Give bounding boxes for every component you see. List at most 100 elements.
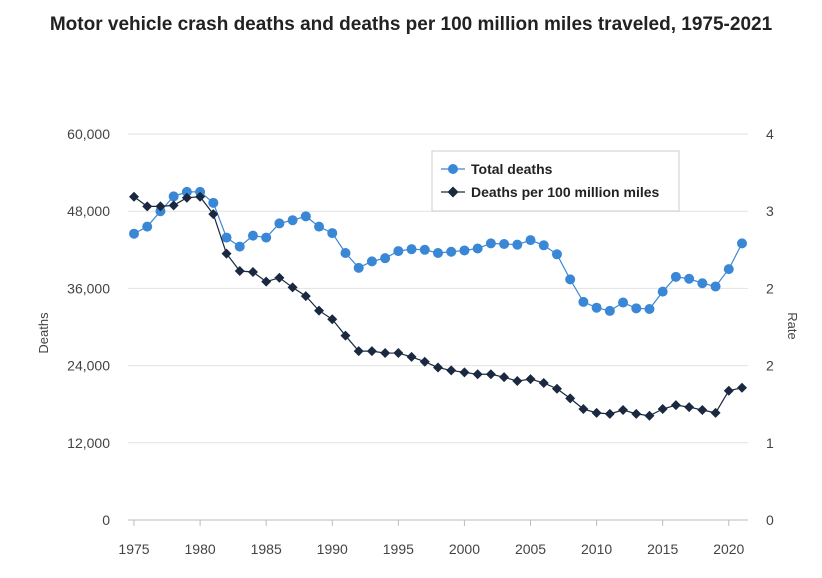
data-point <box>406 351 417 362</box>
legend: Total deaths Deaths per 100 million mile… <box>431 150 680 212</box>
data-point <box>208 209 219 220</box>
data-point <box>168 200 179 211</box>
legend-label-rate: Deaths per 100 million miles <box>471 184 660 200</box>
legend-marker-total <box>448 164 458 174</box>
data-point <box>657 404 668 415</box>
data-point <box>459 245 470 256</box>
x-tick-label: 2015 <box>647 541 678 557</box>
data-point <box>327 228 338 239</box>
series-deaths-per-100m <box>129 191 747 421</box>
data-point <box>419 244 430 255</box>
legend-label-total: Total deaths <box>471 161 553 177</box>
data-point <box>446 246 457 257</box>
data-point <box>670 400 681 411</box>
data-point <box>604 408 615 419</box>
data-point <box>221 232 232 243</box>
data-point <box>446 365 457 376</box>
y-tick-label: 12,000 <box>67 435 110 451</box>
data-point <box>499 239 510 250</box>
data-point <box>644 303 655 314</box>
data-point <box>644 410 655 421</box>
data-point <box>393 246 404 257</box>
data-point <box>168 191 179 202</box>
x-tick-label: 1980 <box>185 541 216 557</box>
data-point <box>142 221 153 232</box>
data-point <box>353 346 364 357</box>
data-point <box>340 248 351 259</box>
data-point <box>353 262 364 273</box>
y-tick-label: 24,000 <box>67 358 110 374</box>
data-point <box>485 369 496 380</box>
data-point <box>221 248 232 259</box>
data-point <box>406 244 417 255</box>
data-point <box>697 278 708 289</box>
data-point <box>670 271 681 282</box>
data-point <box>419 356 430 367</box>
data-point <box>723 264 734 275</box>
y2-tick-label: 2 <box>766 280 774 296</box>
data-point <box>591 302 602 313</box>
data-point <box>525 235 536 246</box>
y-tick-label: 48,000 <box>67 203 110 219</box>
data-point <box>631 408 642 419</box>
data-point <box>512 376 523 387</box>
y-tick-label: 36,000 <box>67 280 110 296</box>
y-axis-ticks: 0 12,000 24,000 36,000 48,000 60,000 <box>67 126 110 528</box>
data-point <box>366 256 377 267</box>
data-point <box>433 362 443 373</box>
data-point <box>485 238 496 249</box>
data-point <box>618 297 629 308</box>
data-point <box>380 348 391 359</box>
y2-axis-ticks: 0 1 2 2 3 4 <box>766 126 774 528</box>
y2-tick-label: 4 <box>766 126 774 142</box>
y2-axis-label: Rate <box>785 312 800 339</box>
data-point <box>393 348 404 359</box>
data-point <box>551 383 562 394</box>
data-point <box>710 281 721 292</box>
data-point <box>472 243 483 254</box>
data-point <box>565 393 576 404</box>
y-tick-label: 60,000 <box>67 126 110 142</box>
y2-tick-label: 1 <box>766 435 774 451</box>
data-point <box>591 407 602 418</box>
data-point <box>314 221 325 232</box>
data-point <box>578 296 589 307</box>
data-point <box>525 374 536 385</box>
data-point <box>380 253 391 264</box>
data-point <box>538 377 549 388</box>
x-tick-label: 1990 <box>317 541 348 557</box>
data-point <box>366 346 377 357</box>
data-point <box>631 303 642 314</box>
data-point <box>512 239 523 250</box>
data-point <box>300 211 311 222</box>
data-point <box>208 197 219 208</box>
data-point <box>181 186 192 197</box>
x-tick-label: 2010 <box>581 541 612 557</box>
data-point <box>737 382 747 393</box>
data-point <box>684 273 695 284</box>
chart-title: Motor vehicle crash deaths and deaths pe… <box>49 14 773 35</box>
data-point <box>274 272 285 283</box>
data-point <box>684 402 695 413</box>
y2-tick-label: 3 <box>766 203 774 219</box>
data-point <box>737 238 747 249</box>
data-point <box>327 314 338 325</box>
data-point <box>697 404 708 415</box>
data-point <box>538 240 549 251</box>
legend-marker-rate <box>447 186 459 198</box>
data-point <box>459 367 470 378</box>
x-tick-label: 1975 <box>118 541 149 557</box>
data-point <box>723 385 734 396</box>
x-tick-label: 2005 <box>515 541 546 557</box>
y2-tick-label: 2 <box>766 358 774 374</box>
data-point <box>565 274 576 285</box>
data-point <box>340 330 351 341</box>
y-axis-label: Deaths <box>36 312 51 354</box>
data-point <box>234 266 245 277</box>
x-axis-ticks: 1975 1980 1985 1990 1995 2000 2005 2010 2015 2020 <box>118 520 745 557</box>
data-point <box>604 305 615 316</box>
data-point <box>618 404 629 415</box>
data-point <box>142 201 153 212</box>
data-point <box>433 248 443 259</box>
data-point <box>578 404 589 415</box>
